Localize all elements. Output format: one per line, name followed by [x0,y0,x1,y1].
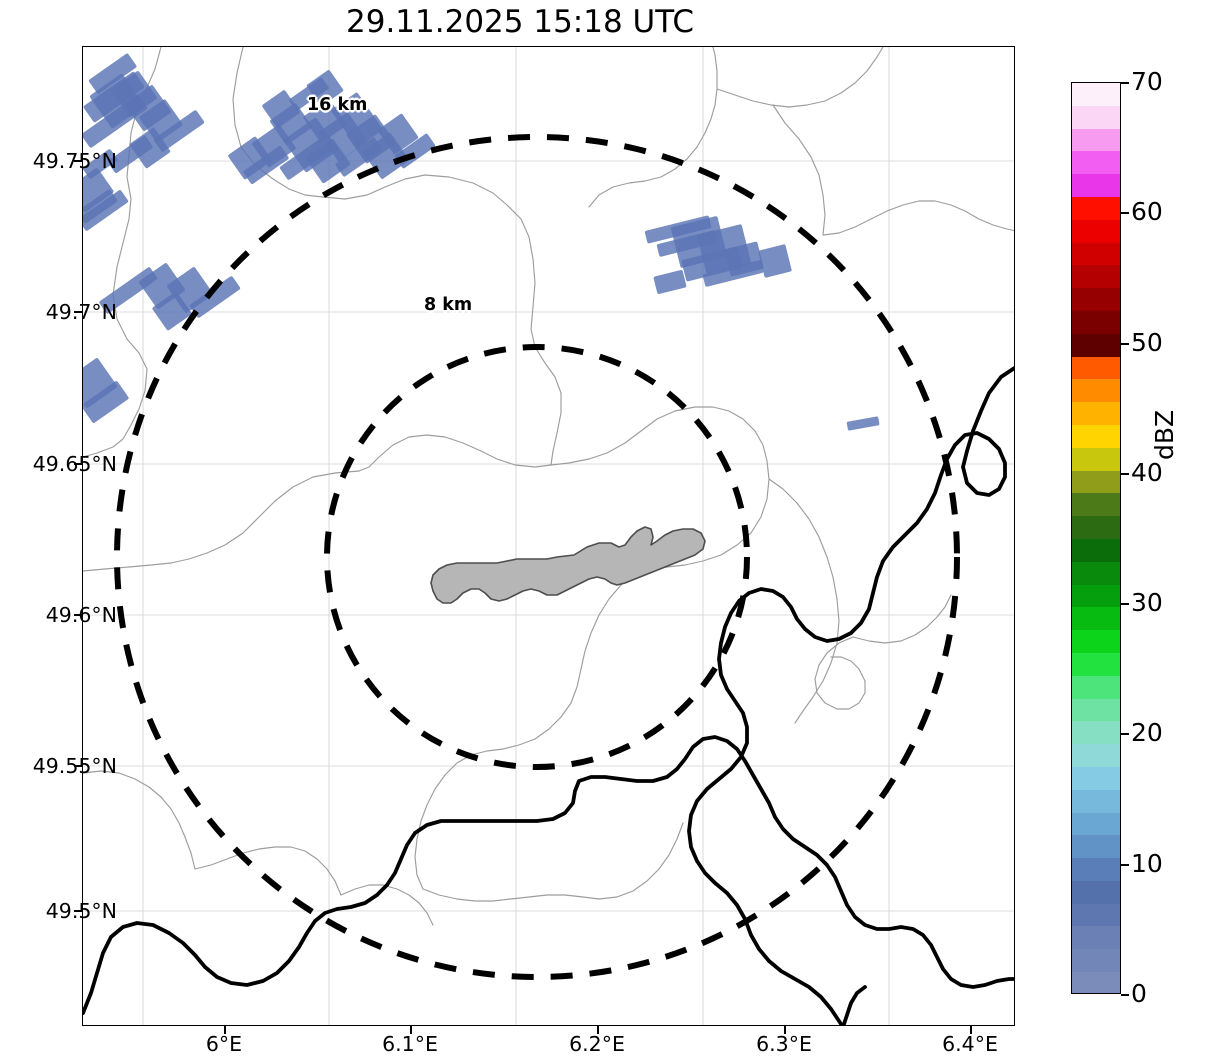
colorbar-band [1072,174,1120,197]
xtick-label-63e: 6.3°E [756,1032,812,1056]
colorbar-band [1072,812,1120,836]
xtick-mark [597,1026,599,1034]
colorbar-band [1072,288,1120,311]
range-ring-8km [324,344,750,770]
xtick-mark [410,1026,412,1034]
colorbar-band [1072,607,1120,631]
range-ring-label-16km: 16 km [307,95,368,115]
colorbar-label-0: 0 [1131,979,1147,1008]
commune-boundaries [83,47,1014,926]
colorbar-band [1072,744,1120,767]
ytick-mark [74,614,82,616]
colorbar-label-60: 60 [1131,197,1163,226]
colorbar-band [1072,493,1120,517]
radar-map-panel[interactable]: 16 km 8 km [82,46,1015,1026]
ytick-mark [74,463,82,465]
xtick-label-6e: 6°E [205,1032,243,1056]
colorbar-axis-label: dBZ [1150,409,1179,460]
ytick-mark [74,910,82,912]
colorbar-band [1072,333,1120,357]
colorbar-tick [1121,212,1129,214]
range-rings [114,134,960,980]
colorbar-band [1072,128,1120,152]
colorbar-tick [1121,473,1129,475]
map-gridlines [83,47,1014,1025]
colorbar-label-30: 30 [1131,588,1163,617]
colorbar-band [1072,402,1120,425]
range-ring-label-8km: 8 km [424,295,473,315]
colorbar-band [1072,516,1120,539]
colorbar-gradient[interactable] [1071,82,1121,994]
ytick-mark [74,311,82,313]
colorbar-band [1072,219,1120,243]
colorbar-band [1072,926,1120,950]
country-borders [83,366,1014,1025]
colorbar-band [1072,356,1120,380]
ytick-label-4965n: 49.65°N [32,452,117,476]
ytick-label-4955n: 49.55°N [32,754,117,778]
colorbar-band [1072,789,1120,813]
colorbar-band [1072,447,1120,471]
xtick-mark [970,1026,972,1034]
colorbar-band [1072,310,1120,334]
colorbar-band [1072,835,1120,859]
colorbar-band [1072,470,1120,494]
xtick-mark [224,1026,226,1034]
colorbar-band [1072,698,1120,722]
ytick-label-496n: 49.6°N [45,603,117,627]
colorbar-band [1072,721,1120,745]
colorbar-band [1072,561,1120,585]
colorbar-tick [1121,603,1129,605]
colorbar-band [1072,265,1120,289]
colorbar-band [1072,151,1120,175]
xtick-label-64e: 6.4°E [942,1032,998,1056]
range-ring-16km [114,134,960,980]
colorbar-band [1072,652,1120,676]
colorbar-container [1071,82,1121,994]
colorbar-band [1072,630,1120,653]
colorbar-band [1072,379,1120,403]
colorbar-band [1072,242,1120,266]
map-canvas [83,47,1014,1025]
colorbar-band [1072,972,1120,993]
ytick-label-497n: 49.7°N [45,300,117,324]
page-title: 29.11.2025 15:18 UTC [346,4,694,40]
ytick-label-495n: 49.5°N [45,899,117,923]
colorbar-band [1072,675,1120,699]
ytick-label-4975n: 49.75°N [32,149,117,173]
colorbar-label-40: 40 [1131,458,1163,487]
colorbar-band [1072,105,1120,129]
colorbar-band [1072,584,1120,608]
colorbar-label-10: 10 [1131,849,1163,878]
colorbar-tick [1121,864,1129,866]
colorbar-tick [1121,733,1129,735]
colorbar-band [1072,83,1120,106]
ytick-mark [74,160,82,162]
colorbar-band [1072,903,1120,927]
colorbar-band [1072,880,1120,904]
colorbar-band [1072,196,1120,220]
colorbar-label-50: 50 [1131,328,1163,357]
xtick-label-62e: 6.2°E [569,1032,625,1056]
colorbar-band [1072,766,1120,790]
city-polygon [430,526,706,604]
xtick-label-61e: 6.1°E [382,1032,438,1056]
colorbar-label-70: 70 [1131,67,1163,96]
colorbar-tick [1121,343,1129,345]
colorbar-band [1072,538,1120,562]
ytick-mark [74,765,82,767]
radar-echo-cells [83,53,880,431]
colorbar-label-20: 20 [1131,718,1163,747]
colorbar-band [1072,949,1120,973]
colorbar-band [1072,858,1120,881]
xtick-mark [784,1026,786,1034]
colorbar-band [1072,424,1120,448]
colorbar-tick [1121,82,1129,84]
colorbar-tick [1121,994,1129,996]
